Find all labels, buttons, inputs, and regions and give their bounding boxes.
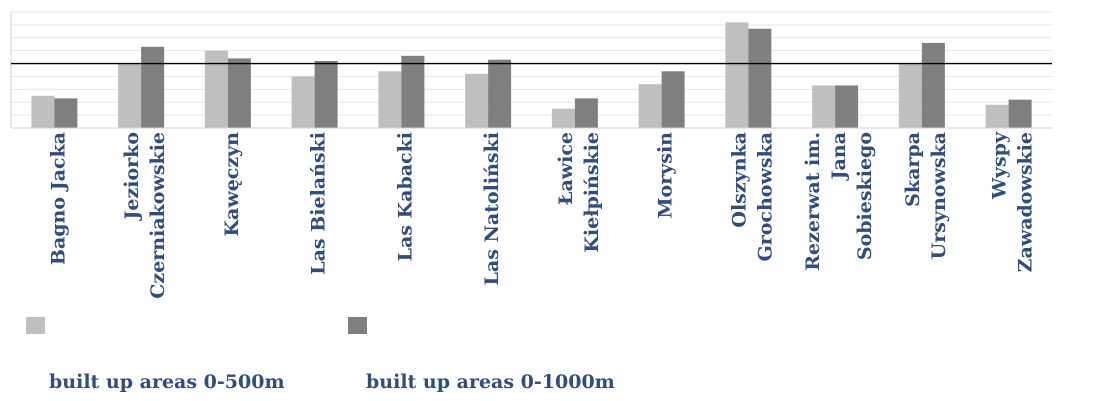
bar-series-1 <box>378 71 402 128</box>
bar-series-2 <box>835 85 859 128</box>
category-label: Zawadowskie <box>1015 132 1037 272</box>
legend-label-series-1: built up areas 0-500m <box>49 371 285 393</box>
category-label: Czerniakowskie <box>147 132 169 299</box>
bar-series-2 <box>921 42 945 128</box>
bar-series-1 <box>725 22 749 128</box>
bar-series-1 <box>291 76 315 128</box>
category-label: Ursynowska <box>928 132 950 259</box>
bar-series-1 <box>898 63 922 128</box>
bar-series-1 <box>118 63 142 128</box>
bar-series-2 <box>141 46 165 128</box>
bar-series-2 <box>748 28 772 129</box>
bar-series-1 <box>551 108 575 128</box>
bar-series-1 <box>985 104 1009 128</box>
bar-series-2 <box>314 60 338 128</box>
legend-swatch-series-2 <box>348 317 367 334</box>
bar-series-1 <box>465 73 489 128</box>
bar-series-1 <box>31 95 55 128</box>
category-label: Morysin <box>655 132 677 219</box>
category-label: Jana <box>828 132 850 181</box>
category-label: Kawęczyn <box>221 132 243 237</box>
bar-series-2 <box>401 55 425 129</box>
category-label: Sobieskiego <box>854 132 876 260</box>
legend-swatch-series-1 <box>26 317 45 334</box>
category-label: Ławice <box>555 132 577 205</box>
bar-series-1 <box>812 85 836 128</box>
category-label: Wyspy <box>989 131 1011 200</box>
bar-series-2 <box>488 59 512 128</box>
category-label: Jeziorko <box>121 132 143 222</box>
category-label: Bagno Jacka <box>47 132 69 265</box>
category-label: Las Natoliński <box>481 132 503 285</box>
bar-series-2 <box>227 58 251 128</box>
bar-series-2 <box>661 71 685 128</box>
bar-series-2 <box>574 98 598 128</box>
category-label: Kiełpińskie <box>581 132 603 253</box>
category-label: Olszynka <box>728 132 750 228</box>
category-label: Las Kabacki <box>394 132 416 261</box>
bar-series-1 <box>204 50 228 128</box>
bar-series-2 <box>1008 99 1032 128</box>
category-labels: Bagno Jacka Jeziorko Czerniakowskie Kawęczy… <box>47 131 1036 299</box>
axes <box>10 12 1052 129</box>
category-label: Skarpa <box>902 132 924 207</box>
legend-label-series-2: built up areas 0-1000m <box>366 371 615 393</box>
bar-series-2 <box>54 98 78 128</box>
category-label: Grochowska <box>754 132 776 262</box>
category-label: Rezerwat im. <box>802 132 824 271</box>
bar-series-1 <box>638 84 662 128</box>
category-label: Las Bielański <box>308 132 330 275</box>
